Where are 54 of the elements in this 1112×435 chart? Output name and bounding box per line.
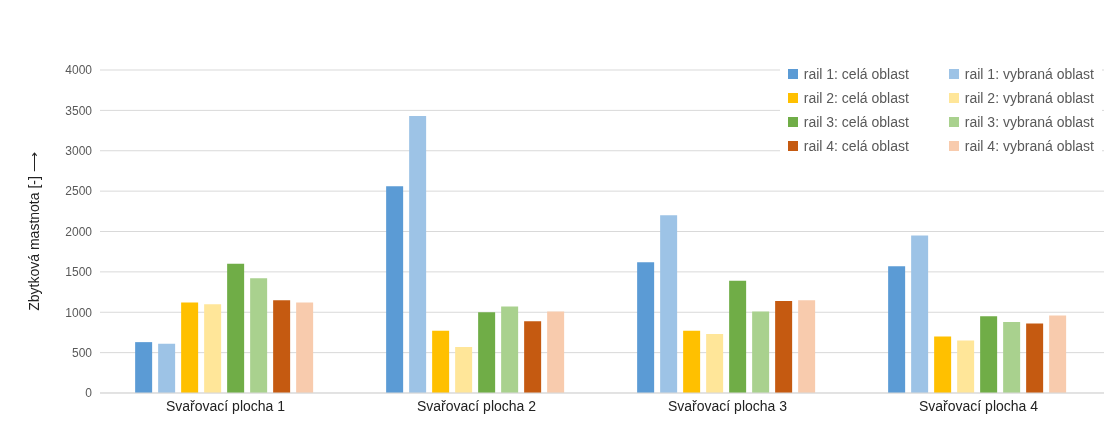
legend-label: rail 3: celá oblast <box>803 114 909 130</box>
x-tick-label: Svařovací plocha 3 <box>667 397 788 414</box>
bar <box>980 316 998 393</box>
bar <box>798 300 816 393</box>
legend-label: rail 1: celá oblast <box>803 66 909 82</box>
bar <box>1049 315 1067 393</box>
y-tick-label: 3500 <box>65 103 93 118</box>
bar <box>1026 323 1044 393</box>
bar <box>957 340 975 393</box>
bar <box>296 302 314 393</box>
legend-label: rail 2: celá oblast <box>803 90 909 106</box>
y-tick-label: 500 <box>71 345 93 360</box>
bar <box>409 116 427 393</box>
bar <box>181 302 199 393</box>
bar <box>547 311 565 393</box>
y-tick-label: 1500 <box>65 265 93 280</box>
bar <box>455 346 473 393</box>
bar <box>637 262 655 393</box>
y-tick-label: 2000 <box>65 224 93 239</box>
bar <box>524 321 542 393</box>
bar <box>775 300 793 393</box>
bar <box>501 306 519 393</box>
y-tick-label: 3000 <box>65 144 93 159</box>
legend-label: rail 4: celá oblast <box>803 138 909 154</box>
bar <box>934 336 952 393</box>
legend-label: rail 4: vybraná oblast <box>964 138 1094 154</box>
bar <box>432 330 450 393</box>
bar <box>386 186 404 393</box>
x-tick-label: Svařovací plocha 4 <box>918 397 1039 414</box>
bar <box>888 266 906 393</box>
y-tick-label: 0 <box>85 386 93 401</box>
bar <box>911 235 929 393</box>
y-tick-label: 2500 <box>65 184 93 199</box>
x-tick-label: Svařovací plocha 1 <box>165 397 286 414</box>
bar <box>227 263 245 393</box>
bar <box>273 300 291 393</box>
x-tick-label: Svařovací plocha 2 <box>416 397 537 414</box>
legend-label: rail 1: vybraná oblast <box>964 66 1094 82</box>
bar <box>660 215 678 393</box>
legend-label: rail 3: vybraná oblast <box>964 114 1094 130</box>
y-tick-label: 4000 <box>65 63 93 78</box>
bar <box>1003 321 1021 393</box>
bar <box>158 343 176 393</box>
bar <box>135 342 153 393</box>
y-tick-label: 1000 <box>65 305 93 320</box>
legend-label: rail 2: vybraná oblast <box>964 90 1094 106</box>
bar <box>250 278 268 393</box>
bar <box>478 312 496 393</box>
bar <box>204 304 222 393</box>
bar <box>706 334 724 393</box>
bar <box>683 330 701 393</box>
bar <box>729 280 747 393</box>
bar <box>752 311 770 393</box>
y-axis-title: Zbytková mastnota [-] ⟶ <box>25 152 42 311</box>
